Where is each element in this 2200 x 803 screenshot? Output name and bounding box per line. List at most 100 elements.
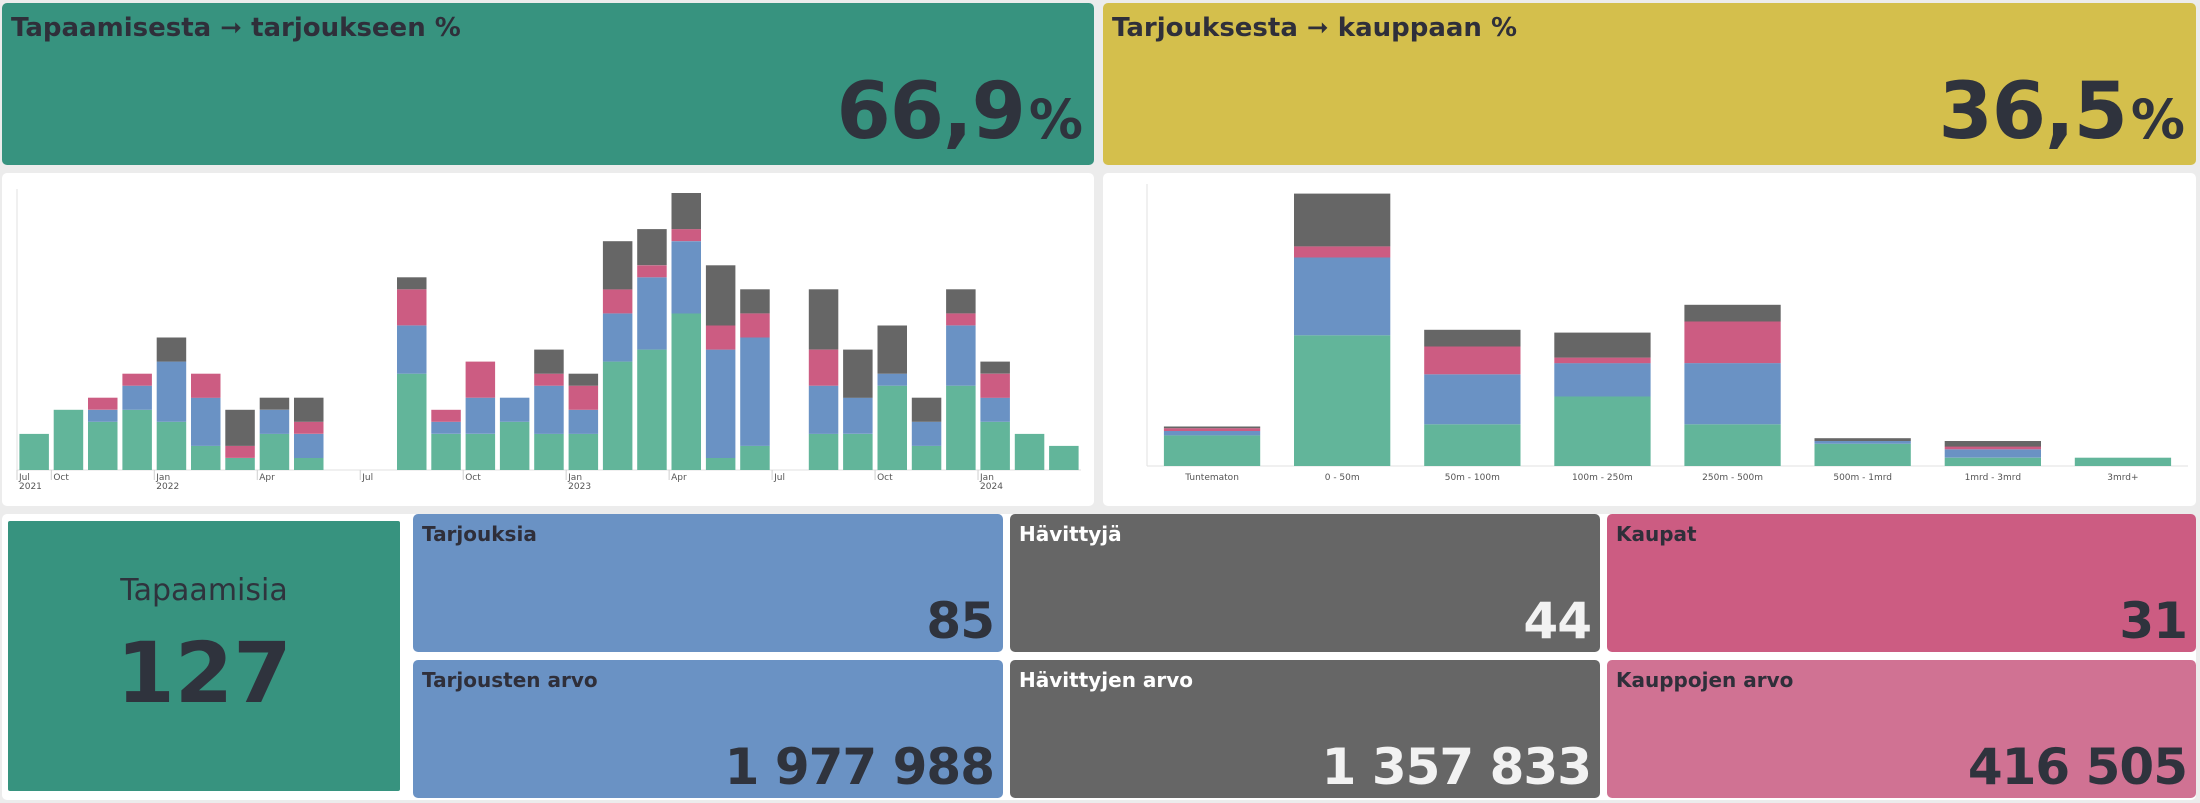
bar-segment[interactable] (1684, 363, 1781, 425)
bar-segment[interactable] (946, 313, 976, 326)
bar-segment[interactable] (259, 397, 290, 410)
bar-segment[interactable] (499, 421, 530, 470)
bar-segment[interactable] (53, 409, 84, 470)
bar-segment[interactable] (397, 373, 427, 470)
bar-segment[interactable] (156, 361, 187, 422)
bar-segment[interactable] (1014, 433, 1045, 470)
bar-segment[interactable] (602, 289, 633, 314)
bar-segment[interactable] (671, 313, 702, 470)
bar-segment[interactable] (1814, 441, 1911, 444)
bar-segment[interactable] (808, 433, 839, 470)
bar-segment[interactable] (602, 241, 633, 290)
bar-segment[interactable] (568, 385, 599, 410)
bar-segment[interactable] (225, 445, 255, 458)
bar-segment[interactable] (156, 421, 187, 470)
bar-segment[interactable] (534, 349, 564, 374)
bar-segment[interactable] (534, 433, 564, 470)
bar-segment[interactable] (740, 313, 770, 338)
bar-segment[interactable] (465, 433, 496, 470)
bar-segment[interactable] (1424, 374, 1521, 425)
bar-segment[interactable] (534, 373, 564, 386)
bar-segment[interactable] (1049, 445, 1079, 470)
bar-segment[interactable] (946, 325, 976, 386)
bar-segment[interactable] (431, 421, 461, 434)
bar-segment[interactable] (980, 397, 1010, 422)
bar-segment[interactable] (1944, 446, 2041, 450)
bar-segment[interactable] (1554, 357, 1651, 364)
bar-segment[interactable] (843, 349, 873, 398)
bar-segment[interactable] (19, 433, 49, 470)
bar-segment[interactable] (980, 421, 1010, 470)
bar-segment[interactable] (671, 229, 702, 242)
bar-segment[interactable] (534, 385, 564, 434)
bar-segment[interactable] (1944, 441, 2041, 447)
bar-segment[interactable] (294, 397, 324, 422)
bar-segment[interactable] (1163, 428, 1261, 431)
bar-segment[interactable] (602, 313, 633, 362)
bar-segment[interactable] (637, 265, 667, 278)
bar-segment[interactable] (637, 349, 667, 470)
bar-segment[interactable] (705, 458, 736, 470)
bar-segment[interactable] (671, 193, 702, 230)
bar-segment[interactable] (88, 421, 118, 470)
bar-segment[interactable] (843, 397, 873, 434)
bar-segment[interactable] (740, 445, 770, 470)
bar-segment[interactable] (1424, 329, 1521, 347)
bar-segment[interactable] (465, 361, 496, 398)
bar-segment[interactable] (431, 409, 461, 422)
bar-segment[interactable] (637, 277, 667, 350)
bar-segment[interactable] (1294, 193, 1391, 247)
bar-segment[interactable] (1424, 346, 1521, 375)
bar-segment[interactable] (191, 445, 221, 470)
bar-segment[interactable] (568, 409, 599, 434)
bar-segment[interactable] (911, 421, 942, 446)
bar-segment[interactable] (602, 361, 633, 470)
bar-segment[interactable] (397, 325, 427, 374)
bar-segment[interactable] (225, 458, 255, 470)
bar-segment[interactable] (946, 385, 976, 470)
bar-segment[interactable] (740, 337, 770, 446)
bar-segment[interactable] (946, 289, 976, 314)
bar-segment[interactable] (88, 397, 118, 410)
bar-segment[interactable] (877, 385, 908, 470)
bar-segment[interactable] (1554, 363, 1651, 397)
bar-segment[interactable] (1294, 335, 1391, 466)
bar-segment[interactable] (1814, 438, 1911, 441)
bar-segment[interactable] (1554, 332, 1651, 358)
bar-segment[interactable] (156, 337, 187, 362)
bar-segment[interactable] (88, 409, 118, 422)
bar-segment[interactable] (705, 349, 736, 458)
bar-segment[interactable] (843, 433, 873, 470)
bar-segment[interactable] (1294, 246, 1391, 258)
bar-segment[interactable] (191, 397, 221, 446)
bar-segment[interactable] (499, 397, 530, 422)
bar-segment[interactable] (568, 373, 599, 386)
bar-segment[interactable] (1684, 321, 1781, 364)
bar-segment[interactable] (397, 289, 427, 326)
bar-segment[interactable] (1424, 424, 1521, 466)
bar-segment[interactable] (465, 397, 496, 434)
bar-segment[interactable] (911, 397, 942, 422)
bar-segment[interactable] (225, 409, 255, 446)
bar-segment[interactable] (1554, 396, 1651, 467)
bar-segment[interactable] (2074, 457, 2172, 466)
bar-segment[interactable] (637, 229, 667, 266)
bar-segment[interactable] (191, 373, 221, 398)
bar-segment[interactable] (1163, 435, 1261, 466)
bar-segment[interactable] (259, 433, 290, 470)
bar-segment[interactable] (1163, 426, 1261, 429)
bar-segment[interactable] (431, 433, 461, 470)
bar-segment[interactable] (294, 433, 324, 458)
bar-segment[interactable] (294, 458, 324, 470)
bar-segment[interactable] (1944, 449, 2041, 458)
bar-segment[interactable] (705, 265, 736, 326)
bar-segment[interactable] (980, 361, 1010, 374)
bar-segment[interactable] (877, 325, 908, 374)
bar-segment[interactable] (1944, 457, 2041, 466)
bar-segment[interactable] (1814, 443, 1911, 466)
bar-segment[interactable] (1294, 257, 1391, 336)
bar-segment[interactable] (808, 289, 839, 350)
bar-segment[interactable] (294, 421, 324, 434)
bar-segment[interactable] (397, 277, 427, 290)
bar-segment[interactable] (1163, 431, 1261, 436)
